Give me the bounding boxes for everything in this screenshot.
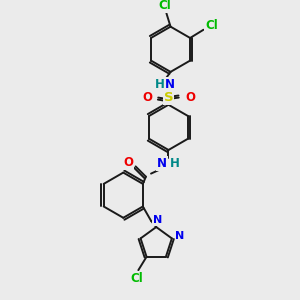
Text: N: N (176, 231, 185, 241)
Text: H: H (170, 157, 180, 170)
Text: O: O (142, 91, 152, 104)
Text: Cl: Cl (130, 272, 143, 285)
Text: O: O (123, 156, 134, 169)
Text: S: S (164, 91, 173, 104)
Text: N: N (153, 215, 162, 225)
Text: O: O (185, 91, 195, 104)
Text: Cl: Cl (158, 0, 171, 12)
Text: H: H (155, 78, 165, 91)
Text: Cl: Cl (205, 19, 218, 32)
Text: N: N (164, 78, 175, 91)
Text: N: N (157, 157, 167, 170)
